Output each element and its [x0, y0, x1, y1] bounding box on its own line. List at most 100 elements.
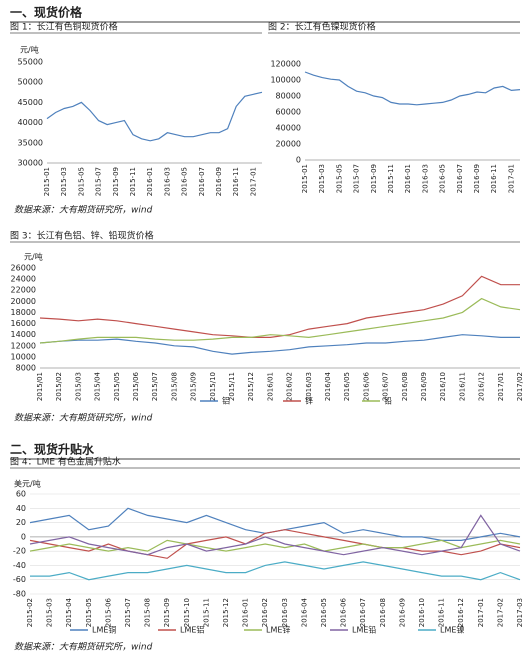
- x-tick-label: 2017-01: [477, 598, 485, 627]
- x-tick-label: 2016/05: [343, 372, 351, 401]
- x-tick-label: 2017/01: [497, 372, 505, 401]
- x-tick-label: 2016/02: [286, 372, 294, 401]
- y-tick-label: 40000: [18, 118, 43, 127]
- figure-caption: 图 1：长江有色铜现货价格: [10, 21, 118, 33]
- y-tick-label: 40000: [276, 124, 301, 133]
- x-tick-label: 2017-01: [507, 164, 515, 193]
- x-tick-label: 2015/06: [132, 371, 140, 401]
- x-tick-label: 2016-05: [181, 167, 189, 196]
- legend-label: 铅: [384, 396, 392, 406]
- y-tick-label: 45000: [18, 98, 43, 107]
- figure-caption: 图 4：LME 有色金属升贴水: [10, 456, 121, 468]
- y-tick-label: 50000: [18, 78, 43, 87]
- x-tick-label: 2015/10: [209, 372, 217, 401]
- series-line: [29, 539, 521, 552]
- legend-label: LME锌: [266, 625, 290, 635]
- x-tick-label: 2015-09: [163, 598, 171, 627]
- x-tick-label: 2015-05: [85, 598, 93, 627]
- x-tick-label: 2017/02: [516, 372, 524, 401]
- y-tick-label: -40: [13, 561, 26, 570]
- y-tick-label: 30000: [18, 159, 43, 168]
- y-tick-label: 20000: [11, 297, 36, 306]
- y-tick-label: 22000: [11, 286, 36, 295]
- legend-label: LME镍: [440, 625, 464, 635]
- x-tick-label: 2016-03: [163, 167, 171, 196]
- x-tick-label: 2016-08: [379, 598, 387, 627]
- y-tick-label: 35000: [18, 138, 43, 147]
- x-tick-label: 2016-05: [320, 598, 328, 627]
- x-tick-label: 2016-09: [215, 167, 223, 196]
- x-tick-label: 2017-02: [496, 598, 504, 627]
- source: 数据来源：大有期货研究所，wind: [14, 413, 153, 424]
- x-tick-label: 2015-12: [222, 598, 230, 627]
- x-tick-label: 2015/08: [170, 372, 178, 401]
- x-tick-label: 2016-10: [418, 598, 426, 627]
- heading: 一、现货价格: [10, 5, 83, 20]
- x-tick-label: 2015-01: [301, 164, 309, 193]
- x-tick-label: 2016-05: [439, 164, 447, 193]
- series-line: [29, 507, 521, 541]
- x-tick-label: 2016/04: [324, 371, 332, 401]
- x-tick-label: 2017-03: [516, 598, 524, 627]
- x-tick-label: 2016-11: [232, 167, 240, 196]
- x-tick-label: 2016/06: [362, 371, 370, 401]
- y-tick-label: 10000: [11, 352, 36, 361]
- y-axis-unit: 元/吨: [20, 45, 39, 55]
- x-tick-label: 2015-03: [46, 598, 54, 627]
- x-tick-label: 2015/12: [247, 372, 255, 401]
- series-line: [304, 71, 521, 106]
- y-tick-label: 120000: [270, 60, 301, 69]
- x-tick-label: 2015-02: [26, 598, 34, 627]
- x-tick-label: 2015-03: [318, 164, 326, 193]
- x-tick-label: 2016-01: [146, 167, 154, 196]
- x-tick-label: 2016-09: [473, 164, 481, 193]
- x-tick-label: 2015-08: [144, 598, 152, 627]
- x-tick-label: 2016-01: [404, 164, 412, 193]
- x-tick-label: 2016-03: [281, 598, 289, 627]
- x-tick-label: 2016-01: [242, 598, 250, 627]
- x-tick-label: 2015/09: [190, 372, 198, 401]
- x-tick-label: 2015-01: [43, 167, 51, 196]
- y-tick-label: 80000: [276, 92, 301, 101]
- series-line: [29, 529, 521, 559]
- x-tick-label: 2015-07: [124, 598, 132, 627]
- x-tick-label: 2015-05: [77, 167, 85, 196]
- y-tick-label: 18000: [11, 308, 36, 317]
- y-tick-label: 24000: [11, 275, 36, 284]
- x-tick-label: 2015/05: [113, 372, 121, 401]
- series-line: [39, 275, 520, 338]
- x-tick-label: 2015-11: [202, 598, 210, 627]
- y-tick-label: 55000: [18, 58, 43, 67]
- y-tick-label: 60: [16, 490, 26, 499]
- series-line: [39, 334, 520, 355]
- y-tick-label: -60: [13, 575, 26, 584]
- y-tick-label: 0: [21, 532, 26, 541]
- y-tick-label: 100000: [270, 76, 301, 85]
- x-tick-label: 2015/11: [228, 372, 236, 401]
- source: 数据来源：大有期货研究所，wind: [14, 642, 153, 653]
- x-tick-label: 2016/03: [305, 372, 313, 401]
- x-tick-label: 2015-11: [129, 167, 137, 196]
- x-tick-label: 2016-04: [300, 597, 308, 627]
- series-line: [46, 91, 263, 142]
- series-line: [39, 297, 521, 344]
- legend-label: LME铅: [352, 625, 376, 635]
- y-tick-label: -20: [13, 547, 26, 556]
- y-tick-label: 16000: [11, 319, 36, 328]
- x-tick-label: 2016/07: [382, 372, 390, 401]
- x-tick-label: 2016-07: [359, 598, 367, 627]
- series-line: [30, 561, 521, 581]
- x-tick-label: 2015-06: [104, 597, 112, 627]
- x-tick-label: 2015/01: [36, 372, 44, 401]
- x-tick-label: 2015-11: [387, 164, 395, 193]
- x-tick-label: 2016-03: [421, 164, 429, 193]
- x-tick-label: 2015-04: [65, 597, 73, 627]
- figure-caption: 图 3：长江有色铝、锌、铅现货价格: [10, 230, 154, 242]
- x-tick-label: 2015/03: [74, 372, 82, 401]
- x-tick-label: 2015-03: [60, 167, 68, 196]
- x-tick-label: 2016-09: [398, 598, 406, 627]
- x-tick-label: 2015-09: [112, 167, 120, 196]
- y-tick-label: 14000: [11, 330, 36, 339]
- legend-label: 铝: [222, 396, 230, 406]
